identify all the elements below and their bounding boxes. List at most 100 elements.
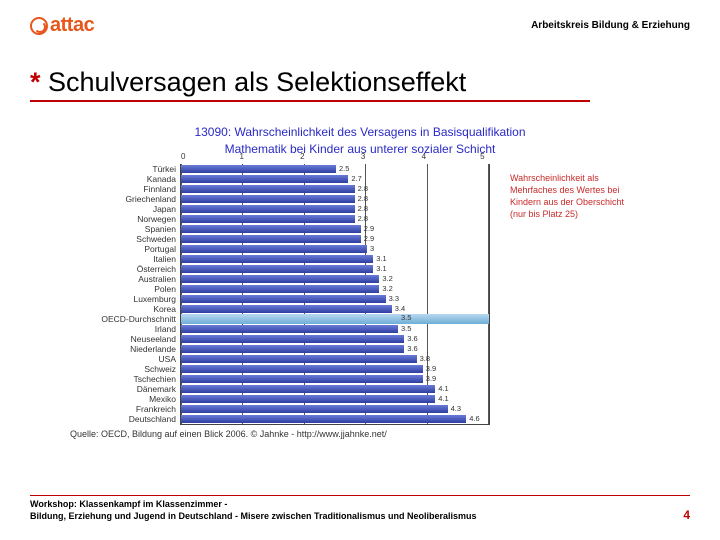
bar: 2.9 [181,235,361,243]
bar: 3.9 [181,375,423,383]
bar-value: 2.9 [364,225,374,233]
slide-header: attac Arbeitskreis Bildung & Erziehung [0,0,720,43]
chart-axis-top: 012345 [181,152,489,162]
bar-row: 2.9 [181,234,489,244]
bar: 2.5 [181,165,336,173]
chart-title-line1: 13090: Wahrscheinlichkeit des Versagens … [70,124,650,141]
chart-side-note: Wahrscheinlichkeit als Mehrfaches des We… [490,164,630,425]
bar-label: Türkei [70,164,180,174]
bar-label: Portugal [70,244,180,254]
axis-tick: 2 [300,152,304,162]
axis-tick: 5 [480,152,484,162]
bar-label: Schweiz [70,364,180,374]
bar-row: 3.1 [181,254,489,264]
bar-row: 2.8 [181,184,489,194]
chart-container: 13090: Wahrscheinlichkeit des Versagens … [70,124,650,439]
bar-label: Norwegen [70,214,180,224]
bar: 4.1 [181,395,435,403]
bar: 3.2 [181,285,379,293]
bar: 3.8 [181,355,417,363]
bar-label: Italien [70,254,180,264]
bar-row: 3.1 [181,264,489,274]
bar-value: 3.9 [426,365,436,373]
bar-label: Österreich [70,264,180,274]
bar: 3.4 [181,305,392,313]
bar: 2.7 [181,175,348,183]
attac-swirl-icon [30,17,48,35]
bar-value: 3.2 [382,275,392,283]
bar: 3.9 [181,365,423,373]
bar-row: 2.7 [181,174,489,184]
page-number: 4 [683,508,690,522]
bar: 3.6 [181,345,404,353]
bar-value: 3 [370,245,374,253]
bar-value: 3.1 [376,265,386,273]
axis-tick: 0 [181,152,185,162]
footer-line2: Bildung, Erziehung und Jugend in Deutsch… [30,510,477,522]
bar: 3.5 [181,325,398,333]
bar-label: Deutschland [70,414,180,424]
bar: 2.8 [181,215,355,223]
bar-value: 2.5 [339,165,349,173]
bar-value: 2.9 [364,235,374,243]
chart-bars-column: 012345 2.52.72.82.82.82.82.92.933.13.13.… [180,164,490,425]
slide-title: * Schulversagen als Selektionseffekt [30,67,690,98]
bar-row: 3.4 [181,304,489,314]
bar: 4.1 [181,385,435,393]
bar-value: 2.8 [358,195,368,203]
bar-row: 2.8 [181,214,489,224]
title-text: Schulversagen als Selektionseffekt [48,67,466,97]
bar: 2.8 [181,185,355,193]
bar-label: Kanada [70,174,180,184]
footer-text: Workshop: Klassenkampf im Klassenzimmer … [30,498,690,522]
bar: 3.5 [181,314,398,324]
footer-lines: Workshop: Klassenkampf im Klassenzimmer … [30,498,477,522]
footer-line1: Workshop: Klassenkampf im Klassenzimmer … [30,498,477,510]
logo-text: attac [50,14,94,37]
bar-value: 2.7 [351,175,361,183]
chart-bars-inner: 2.52.72.82.82.82.82.92.933.13.13.23.23.3… [181,164,489,424]
bar-value: 4.1 [438,395,448,403]
bar-label: Frankreich [70,404,180,414]
bar: 2.8 [181,195,355,203]
bar-value: 4.6 [469,415,479,423]
bar-value: 3.2 [382,285,392,293]
bar: 3.1 [181,255,373,263]
bar-row: 3.3 [181,294,489,304]
bar-label: Irland [70,324,180,334]
title-block: * Schulversagen als Selektionseffekt [0,43,720,106]
bar-label: Griechenland [70,194,180,204]
title-asterisk: * [30,67,41,97]
bar-value: 2.8 [358,205,368,213]
bar: 2.9 [181,225,361,233]
axis-tick: 4 [422,152,426,162]
bar-value: 3.9 [426,375,436,383]
axis-tick: 3 [361,152,365,162]
bar-label: Niederlande [70,344,180,354]
bar-value: 4.1 [438,385,448,393]
chart-body: TürkeiKanadaFinnlandGriechenlandJapanNor… [70,164,650,425]
bar-row: 3.6 [181,344,489,354]
bar: 4.6 [181,415,466,423]
footer-rule [30,495,690,496]
bar-value: 3.8 [420,355,430,363]
bar-label: OECD-Durchschnitt [70,314,180,324]
bar-value: 3.5 [401,325,411,333]
bar-row: 3.9 [181,374,489,384]
bar-label: Japan [70,204,180,214]
bar-value: 3.4 [395,305,405,313]
chart-labels-column: TürkeiKanadaFinnlandGriechenlandJapanNor… [70,164,180,425]
bar-value: 4.3 [451,405,461,413]
bar-row: 3.8 [181,354,489,364]
slide-footer: Workshop: Klassenkampf im Klassenzimmer … [30,495,690,522]
bar: 3.6 [181,335,404,343]
bar-label: Tschechien [70,374,180,384]
bar-row: 4.6 [181,414,489,424]
bar-label: Korea [70,304,180,314]
chart-source: Quelle: OECD, Bildung auf einen Blick 20… [70,425,650,439]
bar-value: 3.1 [376,255,386,263]
bar-label: Spanien [70,224,180,234]
header-right-text: Arbeitskreis Bildung & Erziehung [531,20,690,31]
bar-label: Australien [70,274,180,284]
bar-label: Finnland [70,184,180,194]
